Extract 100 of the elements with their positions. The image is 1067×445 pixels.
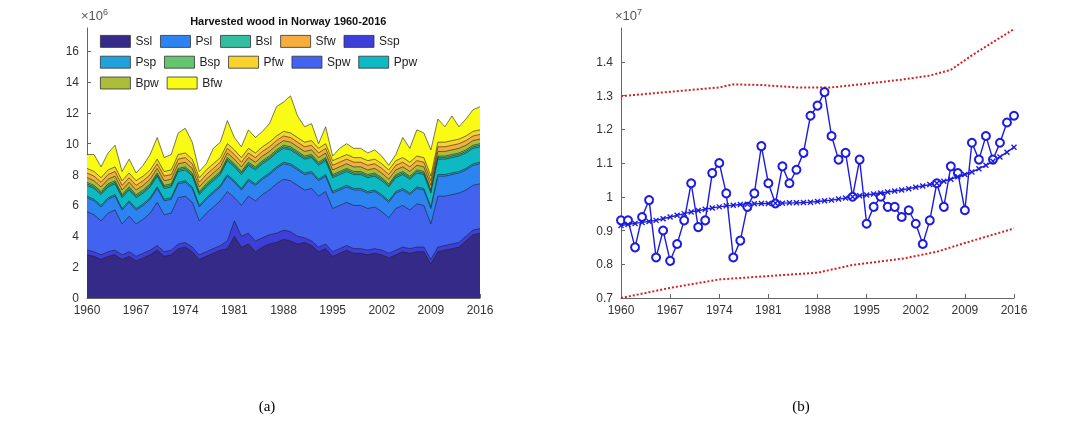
point (926, 181, 933, 188)
point (1001, 117, 1012, 128)
point (790, 164, 801, 175)
point (650, 252, 661, 263)
point (820, 197, 828, 204)
y-tick-label: 1 (605, 189, 613, 204)
y-tick-label: 14 (65, 75, 80, 89)
line-series (619, 28, 1015, 98)
point (659, 215, 666, 222)
point (868, 201, 879, 212)
point (762, 178, 773, 189)
point (720, 188, 731, 199)
point (827, 196, 835, 204)
point (883, 188, 891, 196)
point (940, 178, 947, 185)
point (778, 199, 786, 207)
x-tick-label: 1960 (607, 303, 635, 317)
point (694, 207, 701, 214)
y-tick-label: 6 (72, 198, 80, 213)
point (776, 161, 787, 172)
point (673, 212, 680, 219)
point (989, 158, 996, 165)
point (905, 185, 912, 192)
y-tick-label: 1.2 (595, 122, 613, 137)
x-tick-label: 2016 (466, 303, 494, 317)
point (629, 242, 640, 253)
y-tick-label: 8 (72, 167, 80, 182)
point (876, 189, 884, 197)
point (664, 255, 675, 266)
y-tick-label: 0.8 (595, 257, 613, 272)
point (729, 201, 736, 209)
point (919, 182, 926, 190)
point (994, 137, 1005, 148)
point (898, 186, 905, 194)
legend-label: Bpw (135, 76, 160, 90)
legend-label: Ppw (393, 55, 418, 70)
point (854, 154, 865, 165)
point (1008, 110, 1019, 121)
point (792, 199, 800, 207)
point (1010, 143, 1017, 151)
point (804, 110, 815, 121)
point (687, 208, 694, 216)
point (869, 190, 877, 198)
point (671, 239, 682, 249)
x-tick-label: 2009 (951, 303, 979, 317)
legend-label: Ssp (379, 34, 401, 49)
point (755, 141, 766, 152)
x-tick-label: 1960 (73, 303, 101, 317)
point (855, 192, 863, 199)
point (912, 184, 919, 191)
x-tick-label: 2009 (417, 303, 445, 317)
point (834, 195, 842, 203)
point (680, 210, 687, 217)
y-tick-label: 0.7 (595, 291, 613, 305)
text: (b) (791, 397, 810, 415)
point (638, 219, 645, 226)
x-tick-label: 1974 (705, 303, 733, 317)
point (624, 221, 631, 228)
point (903, 205, 914, 216)
point (666, 213, 673, 221)
chart-title: Harvested wood in Norway 1960-2016 (190, 14, 387, 27)
y-tick-label: 16 (65, 44, 80, 59)
point (631, 220, 638, 227)
legend-label: Ssl (135, 34, 153, 49)
point (961, 171, 968, 178)
point (813, 198, 821, 205)
x-tick-label: 1995 (319, 303, 347, 317)
legend-label: Pfw (263, 55, 284, 70)
point (748, 188, 759, 199)
legend-label: Spw (326, 55, 351, 70)
point (734, 235, 745, 246)
point (975, 165, 982, 172)
y-tick-label: 10 (65, 136, 80, 151)
point (806, 198, 814, 206)
point (785, 199, 793, 207)
legend-label: Bfw (202, 76, 223, 90)
y-tick-label: 4 (72, 229, 80, 244)
x-tick-label: 1967 (656, 303, 684, 317)
point (643, 195, 654, 206)
point (973, 154, 984, 165)
point (617, 222, 624, 229)
point (743, 200, 751, 208)
y-tick-label: 0 (72, 291, 80, 305)
point (980, 131, 991, 141)
point (678, 215, 689, 226)
point (722, 202, 729, 210)
point (657, 225, 668, 236)
legend-label: Bsp (199, 55, 221, 70)
y-tick-label: 2 (72, 260, 80, 275)
point (889, 201, 900, 212)
point (896, 212, 907, 222)
x-tick-label: 1995 (852, 303, 880, 317)
y-tick-label: 0.9 (595, 223, 613, 238)
point (959, 205, 970, 216)
x-tick-label: 1981 (754, 303, 782, 317)
point (938, 201, 949, 212)
y-tick-label: 1.1 (595, 156, 613, 170)
x-tick-label: 2002 (368, 303, 396, 317)
point (764, 200, 772, 207)
point (861, 218, 872, 229)
